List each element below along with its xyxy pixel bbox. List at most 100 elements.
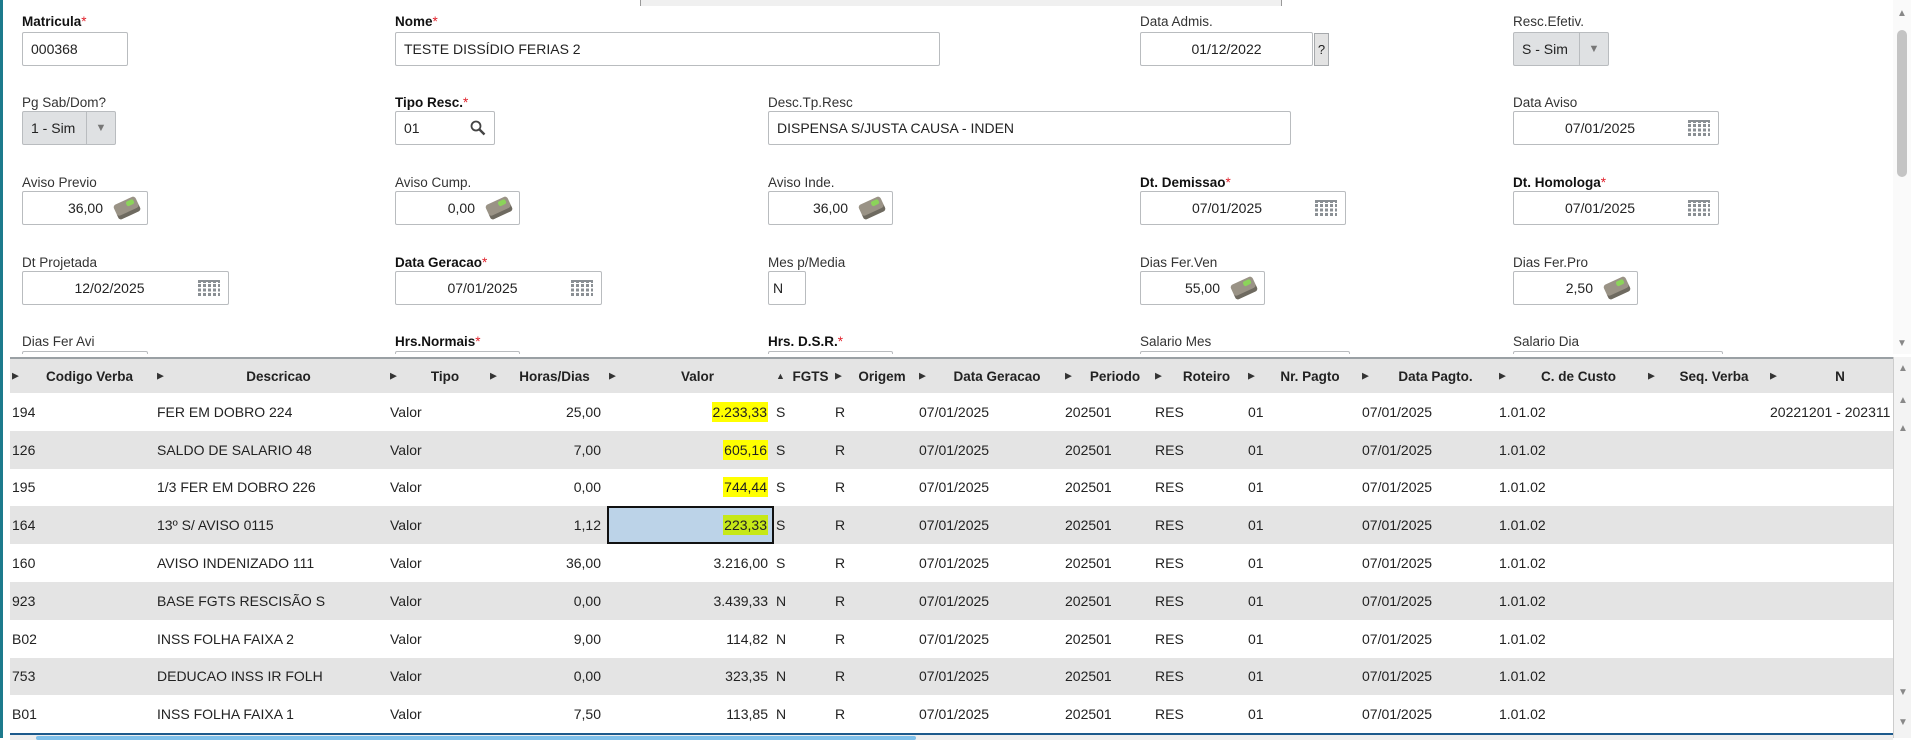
cell-origem[interactable]: R [833,506,917,544]
column-resize-handle[interactable]: ▶ [1648,370,1655,381]
cell-descricao[interactable]: SALDO DE SALARIO 48 [155,431,388,469]
cell-periodo[interactable]: 202501 [1063,469,1153,507]
cell-nr-pagto[interactable]: 01 [1246,393,1360,431]
cell-n[interactable] [1768,620,1893,658]
cell-tipo[interactable]: Valor [388,658,488,696]
cell-nr-pagto[interactable]: 01 [1246,506,1360,544]
cell-n[interactable]: 20221201 - 202311 [1768,393,1893,431]
grid-horizontal-scrollbar[interactable] [10,733,1893,740]
pg-sab-dom-select[interactable]: 1 - Sim ▼ [22,111,116,145]
cell-horas-dias[interactable]: 36,00 [488,544,607,582]
column-resize-handle[interactable]: ▶ [835,370,842,381]
table-row[interactable]: 923 BASE FGTS RESCISÃO S Valor 0,00 3.439,33… [10,581,1893,620]
table-row[interactable]: 164 13º S/ AVISO 0115 Valor 1,12 223,33 S R 07/… [10,506,1893,545]
calendar-icon[interactable] [1688,120,1710,136]
cell-periodo[interactable]: 202501 [1063,544,1153,582]
cell-horas-dias[interactable]: 25,00 [488,393,607,431]
table-row[interactable]: 126 SALDO DE SALARIO 48 Valor 7,00 605,16 S R 0… [10,430,1893,469]
column-header-tipo[interactable]: ▶ Tipo [388,369,488,384]
column-header-c-de-custo[interactable]: ▶ C. de Custo [1497,369,1646,384]
chevron-down-icon[interactable]: ▼ [1579,33,1608,65]
cell-data-geracao[interactable]: 07/01/2025 [917,544,1063,582]
data-admis-help-button[interactable]: ? [1314,33,1329,66]
scrollbar-thumb[interactable] [1897,30,1907,177]
cell-fgts[interactable]: S [774,469,833,507]
form-vertical-scrollbar[interactable]: ▲ ▼ [1893,0,1911,354]
cell-codigo-verba[interactable]: 160 [10,544,155,582]
cell-valor[interactable]: 3.216,00 [607,544,774,582]
cell-codigo-verba[interactable]: 126 [10,431,155,469]
scroll-page-up-icon[interactable]: ▲ [1898,395,1908,406]
search-icon[interactable] [470,120,486,136]
cell-roteiro[interactable]: RES [1153,658,1246,696]
cell-tipo[interactable]: Valor [388,506,488,544]
column-header-horas-dias[interactable]: ▶ Horas/Dias [488,369,607,384]
dt-demissao-input[interactable]: 07/01/2025 [1140,191,1346,225]
column-header-seq-verba[interactable]: ▶ Seq. Verba [1646,369,1768,384]
scroll-up-icon[interactable]: ▲ [1898,423,1908,434]
column-resize-handle[interactable]: ▶ [1499,370,1506,381]
cell-origem[interactable]: R [833,431,917,469]
column-resize-handle[interactable]: ▶ [1155,370,1162,381]
cell-codigo-verba[interactable]: 753 [10,658,155,696]
cell-roteiro[interactable]: RES [1153,620,1246,658]
cell-fgts[interactable]: N [774,582,833,620]
cell-horas-dias[interactable]: 0,00 [488,582,607,620]
money-icon[interactable] [112,195,142,221]
cell-nr-pagto[interactable]: 01 [1246,582,1360,620]
scroll-down-icon[interactable]: ▼ [1898,687,1908,698]
column-header-roteiro[interactable]: ▶ Roteiro [1153,369,1246,384]
data-aviso-input[interactable]: 07/01/2025 [1513,111,1719,145]
cell-n[interactable] [1768,431,1893,469]
sort-ascending-icon[interactable]: ▲ [776,371,785,381]
data-admis-input[interactable]: 01/12/2022 [1140,32,1313,66]
cell-data-pagto[interactable]: 07/01/2025 [1360,620,1497,658]
cell-c-de-custo[interactable]: 1.01.02 [1497,544,1646,582]
column-header-periodo[interactable]: ▶ Periodo [1063,369,1153,384]
cell-codigo-verba[interactable]: 923 [10,582,155,620]
cell-fgts[interactable]: N [774,658,833,696]
money-icon[interactable] [857,195,887,221]
column-header-nr-pagto[interactable]: ▶ Nr. Pagto [1246,369,1360,384]
cell-codigo-verba[interactable]: B02 [10,620,155,658]
cell-horas-dias[interactable]: 0,00 [488,469,607,507]
cell-fgts[interactable]: N [774,695,833,733]
cell-descricao[interactable]: BASE FGTS RESCISÃO S [155,582,388,620]
column-header-data-geracao[interactable]: ▶ Data Geracao [917,369,1063,384]
table-row[interactable]: 194 FER EM DOBRO 224 Valor 25,00 2.233,33 S R 0… [10,393,1893,431]
cell-data-pagto[interactable]: 07/01/2025 [1360,582,1497,620]
salario-dia-input[interactable] [1513,351,1723,354]
cell-data-geracao[interactable]: 07/01/2025 [917,582,1063,620]
cell-seq-verba[interactable] [1646,544,1768,582]
desc-tp-resc-input[interactable]: DISPENSA S/JUSTA CAUSA - INDEN [768,111,1291,145]
matricula-input[interactable]: 000368 [22,32,128,66]
cell-valor[interactable]: 114,82 [607,620,774,658]
cell-descricao[interactable]: INSS FOLHA FAIXA 1 [155,695,388,733]
cell-tipo[interactable]: Valor [388,620,488,658]
column-header-data-pagto[interactable]: ▶ Data Pagto. [1360,369,1497,384]
table-row[interactable]: 753 DEDUCAO INSS IR FOLH Valor 0,00 323,35 N R… [10,657,1893,696]
cell-periodo[interactable]: 202501 [1063,582,1153,620]
cell-periodo[interactable]: 202501 [1063,506,1153,544]
cell-fgts[interactable]: S [774,431,833,469]
money-icon[interactable] [1602,275,1632,301]
cell-n[interactable] [1768,658,1893,696]
tipo-resc-input[interactable]: 01 [395,111,495,145]
cell-fgts[interactable]: S [774,506,833,544]
column-resize-handle[interactable]: ▶ [609,370,616,381]
cell-fgts[interactable]: S [774,393,833,431]
cell-tipo[interactable]: Valor [388,544,488,582]
aviso-previo-input[interactable]: 36,00 [22,191,148,225]
column-header-fgts[interactable]: ▲ FGTS [774,369,833,384]
data-geracao-input[interactable]: 07/01/2025 [395,271,602,305]
cell-origem[interactable]: R [833,393,917,431]
cell-periodo[interactable]: 202501 [1063,620,1153,658]
money-icon[interactable] [1229,275,1259,301]
column-header-valor[interactable]: ▶ Valor [607,369,774,384]
column-header-n[interactable]: ▶ N [1768,369,1893,384]
cell-data-pagto[interactable]: 07/01/2025 [1360,658,1497,696]
cell-periodo[interactable]: 202501 [1063,695,1153,733]
cell-c-de-custo[interactable]: 1.01.02 [1497,658,1646,696]
column-resize-handle[interactable]: ▶ [1362,370,1369,381]
scroll-up-icon[interactable]: ▲ [1897,8,1907,19]
